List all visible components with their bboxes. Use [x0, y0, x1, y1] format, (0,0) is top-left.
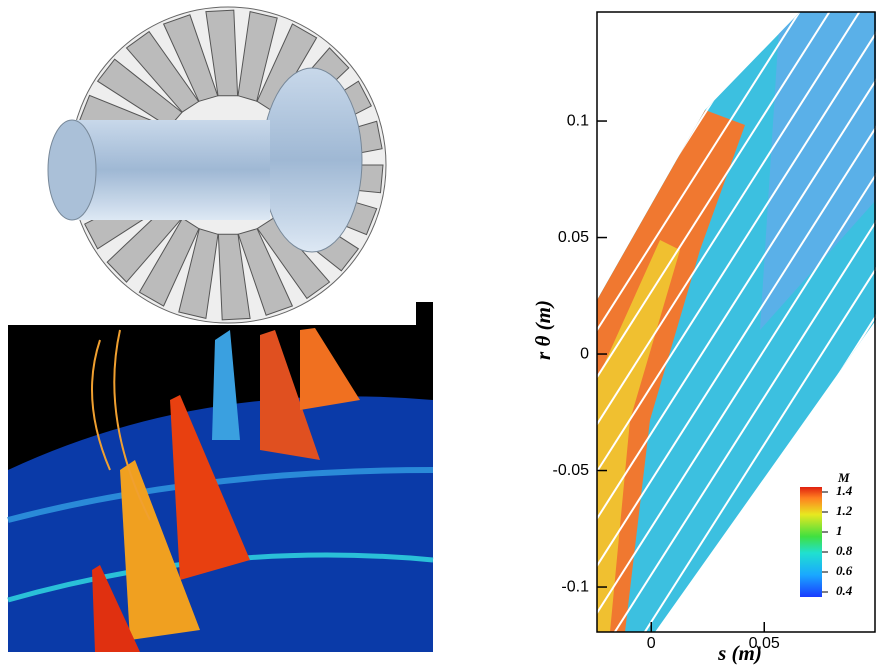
colorbar-tick-label: 1.4	[836, 483, 853, 498]
y-tick-label: -0.1	[561, 578, 589, 595]
figure: s (m) r θ (m) M -0.1-0.0500.050.100,050.…	[0, 0, 876, 668]
x-tick-label: 0	[647, 635, 656, 652]
rotor-render	[48, 7, 386, 323]
y-tick-label: 0	[580, 345, 589, 362]
colorbar-tick-label: 0.8	[836, 543, 853, 558]
y-tick-label: 0.1	[567, 112, 589, 129]
colorbar-tick-label: 0.4	[836, 583, 853, 598]
x-tick-label: 0,05	[749, 635, 780, 652]
colorbar	[800, 487, 822, 597]
colorbar-tick-label: 1	[836, 523, 843, 538]
y-tick-label: 0.05	[558, 229, 589, 246]
y-tick-label: -0.05	[553, 462, 590, 479]
colorbar-tick-label: 0.6	[836, 563, 853, 578]
y-axis-label: r θ (m)	[531, 300, 555, 360]
colorbar-tick-label: 1.2	[836, 503, 853, 518]
blade-render	[8, 302, 433, 652]
